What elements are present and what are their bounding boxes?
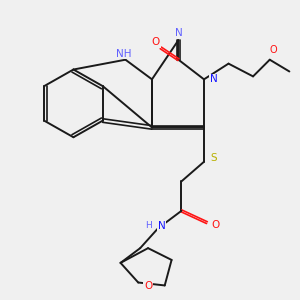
Text: O: O <box>144 281 152 291</box>
Text: S: S <box>211 153 217 163</box>
Text: N: N <box>175 28 182 38</box>
Text: O: O <box>270 45 278 55</box>
Text: O: O <box>152 37 160 47</box>
Text: NH: NH <box>116 49 131 59</box>
Text: N: N <box>158 220 166 231</box>
Text: N: N <box>210 74 218 84</box>
Text: H: H <box>145 221 152 230</box>
Text: O: O <box>212 220 220 230</box>
